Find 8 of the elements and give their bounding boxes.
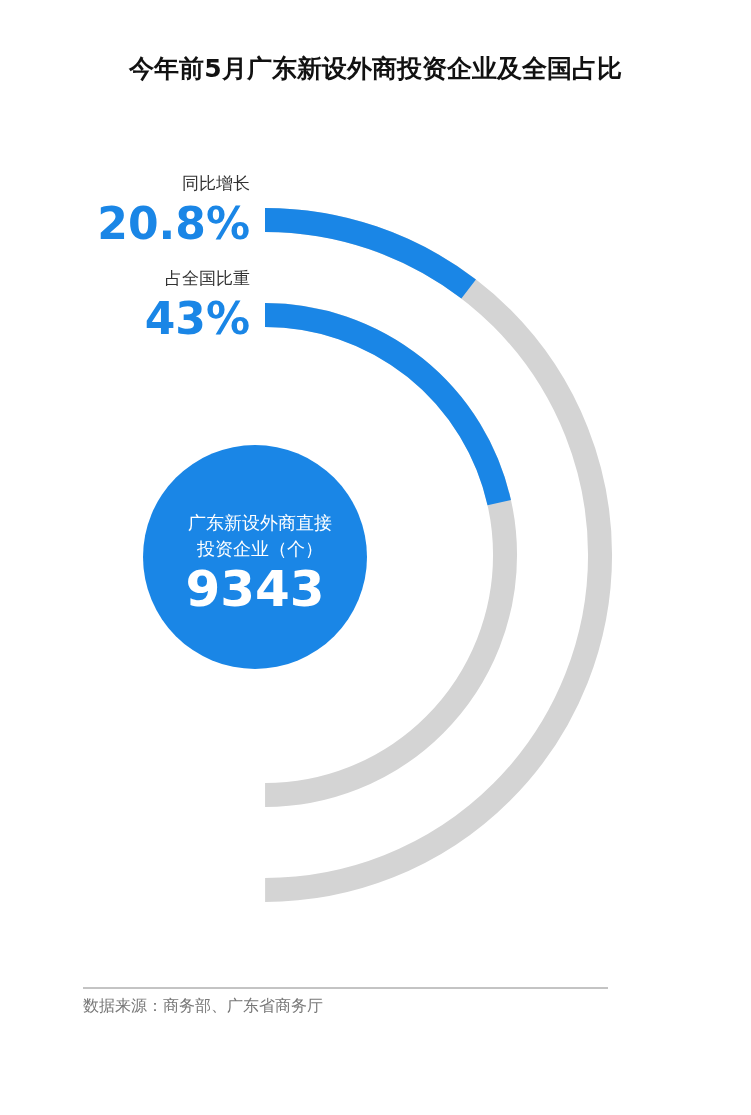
text: 9343 — [184, 560, 326, 618]
category-label: 同比增长 — [182, 172, 250, 195]
data-label: 43% — [144, 293, 250, 345]
text: 广东新设外商直接投资企业（个） — [188, 512, 332, 559]
text: 今年前5月广东新设外商投资企业及全国占比 — [128, 53, 623, 85]
category-label: 占全国比重 — [165, 267, 250, 290]
source-note: 数据来源：商务部、广东省商务厅 — [83, 996, 323, 1017]
data-label: 20.8% — [97, 198, 250, 250]
